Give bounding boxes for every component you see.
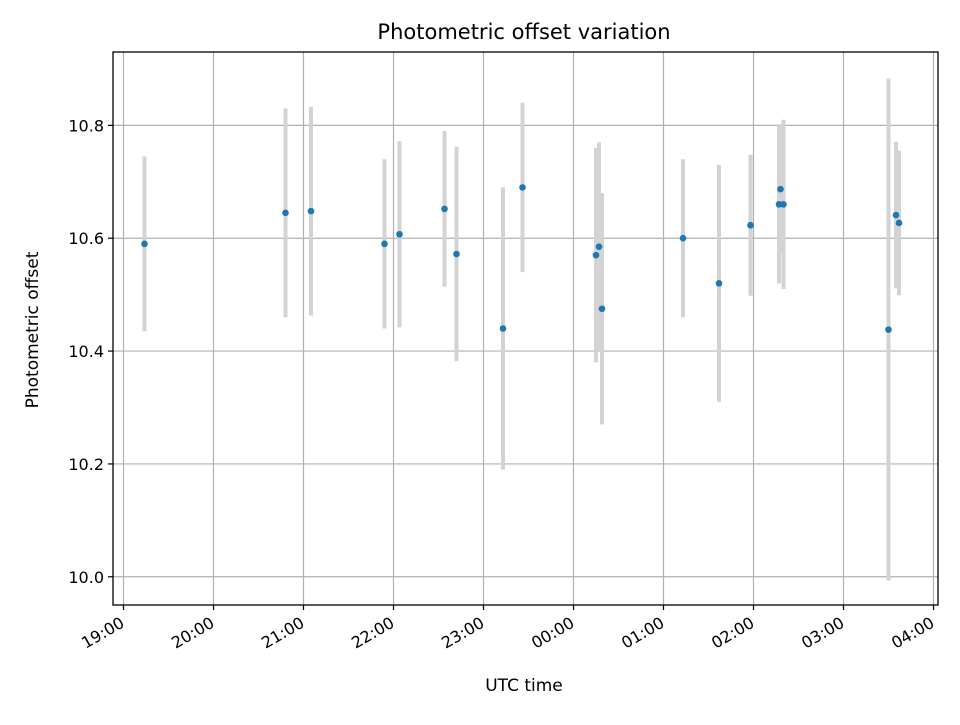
data-point <box>780 201 787 208</box>
data-point <box>885 326 892 333</box>
data-point <box>598 305 606 313</box>
data-point <box>892 211 900 219</box>
data-point <box>441 205 448 213</box>
y-tick-label: 10.8 <box>68 116 104 135</box>
y-axis-label: Photometric offset <box>23 251 43 408</box>
data-point <box>396 230 403 238</box>
data-point <box>679 234 687 242</box>
y-tick-label: 10.2 <box>68 455 104 474</box>
grid-layer <box>113 52 938 605</box>
data-point <box>715 280 723 287</box>
data-point <box>519 184 526 191</box>
y-axis-ticks: 10.0 10.2 10.4 10.6 10.8 <box>68 116 113 587</box>
data-point <box>141 240 148 248</box>
y-tick-label: 10.6 <box>68 229 104 248</box>
y-tick-label: 10.4 <box>68 342 104 361</box>
data-point <box>307 207 315 215</box>
point-layer <box>141 184 903 333</box>
data-point <box>592 251 600 259</box>
data-point <box>381 240 388 248</box>
data-point <box>895 219 903 227</box>
y-tick-label: 10.0 <box>68 568 104 587</box>
x-axis-label: UTC time <box>485 676 563 696</box>
data-point <box>747 221 754 229</box>
chart-title: Photometric offset variation <box>377 20 670 44</box>
data-point <box>282 209 289 217</box>
data-point <box>777 185 784 193</box>
data-point <box>595 243 603 250</box>
plot-frame <box>112 51 939 606</box>
data-point <box>453 250 460 258</box>
data-point <box>499 325 507 332</box>
